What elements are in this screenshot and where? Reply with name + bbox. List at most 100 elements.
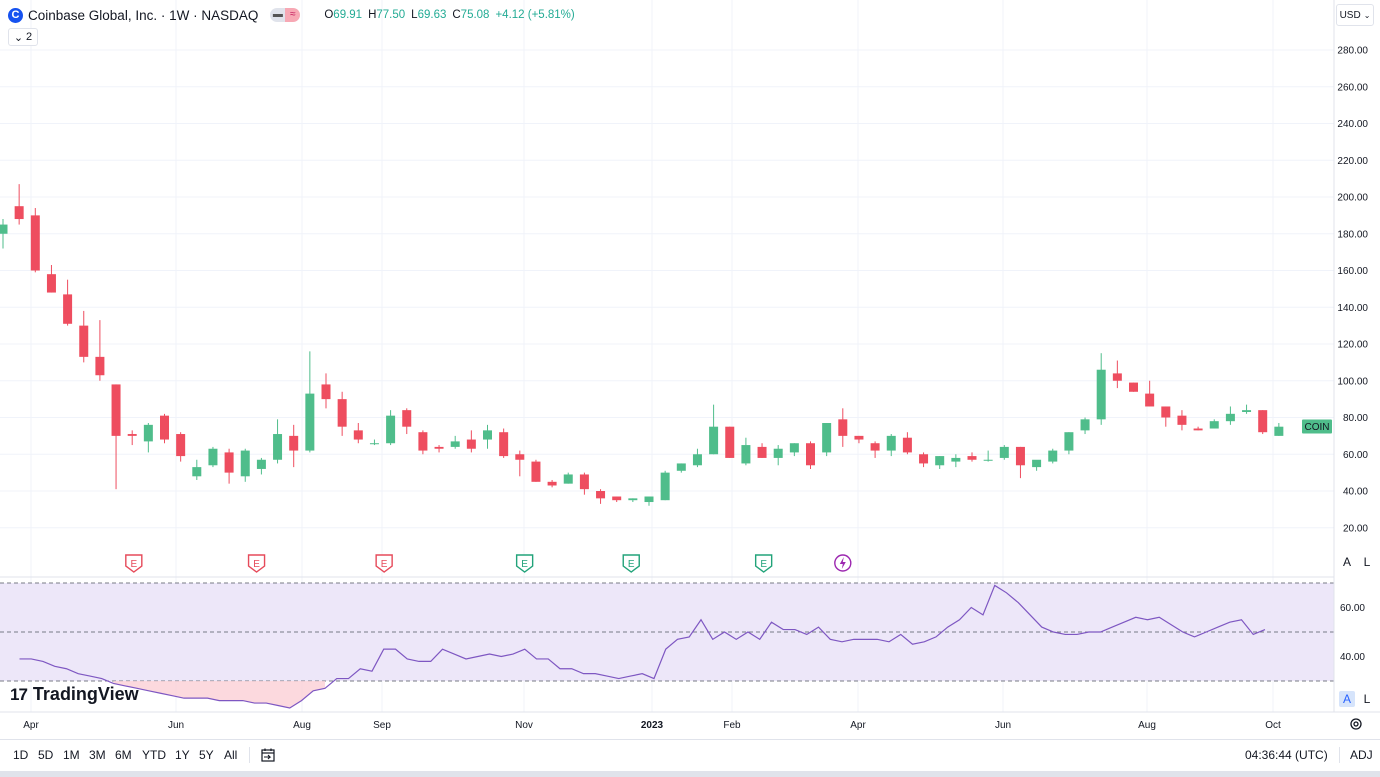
- candle-body: [1064, 432, 1074, 451]
- candle-body: [967, 456, 977, 460]
- candle-body: [1015, 446, 1025, 466]
- candle: [434, 445, 444, 453]
- wave-icon[interactable]: ≈: [285, 8, 301, 22]
- candle-body: [822, 423, 832, 453]
- candle-body: [483, 430, 492, 440]
- candle-body: [273, 434, 283, 460]
- tradingview-watermark[interactable]: 17 TradingView: [10, 684, 139, 705]
- watermark-text: TradingView: [32, 684, 139, 704]
- candle: [1096, 353, 1106, 425]
- time-tick-label: Apr: [850, 720, 866, 731]
- candle: [1145, 380, 1155, 407]
- candle: [256, 457, 266, 475]
- adjust-button[interactable]: ADJ: [1350, 748, 1373, 762]
- earnings-letter: E: [521, 559, 528, 570]
- candle: [1258, 410, 1268, 435]
- candle: [1193, 426, 1203, 431]
- candle: [1161, 406, 1171, 427]
- candle: [1080, 417, 1090, 435]
- candle-body: [1242, 410, 1252, 412]
- candle-body: [466, 439, 476, 449]
- range-button-ytd[interactable]: YTD: [142, 748, 166, 762]
- candle-body: [854, 435, 864, 440]
- candle-body: [1112, 373, 1122, 381]
- price-tick-label: 100.00: [1337, 376, 1368, 387]
- rsi-auto-scale-button[interactable]: A: [1339, 691, 1355, 707]
- range-button-1m[interactable]: 1M: [63, 748, 80, 762]
- price-tick-label: 200.00: [1337, 193, 1368, 204]
- price-tick-label: 40.00: [1343, 487, 1368, 498]
- log-scale-button[interactable]: L: [1363, 555, 1371, 569]
- time-tick-label: 2023: [641, 720, 664, 731]
- range-button-all[interactable]: All: [224, 748, 238, 762]
- high-value: 77.50: [376, 9, 406, 21]
- candle: [1015, 446, 1025, 479]
- candle-body: [919, 454, 929, 464]
- rsi-line: [19, 584, 1266, 709]
- candle: [983, 450, 993, 462]
- candle-body: [838, 419, 848, 436]
- candle: [160, 413, 169, 444]
- candle: [919, 452, 929, 468]
- candle-body: [628, 498, 638, 501]
- range-button-1d[interactable]: 1D: [13, 748, 29, 762]
- minus-icon[interactable]: ▬: [270, 8, 286, 22]
- candle-body: [612, 496, 622, 501]
- indicators-toggle-button[interactable]: ⌄ 2: [8, 28, 38, 46]
- candle-body: [30, 215, 40, 271]
- candle-body: [1145, 393, 1155, 407]
- high-label: H: [368, 9, 377, 21]
- candle: [1032, 459, 1042, 471]
- candle-body: [450, 441, 460, 447]
- earnings-letter: E: [130, 559, 137, 570]
- candle: [46, 264, 56, 293]
- candle-body: [902, 437, 912, 453]
- candle-body: [224, 452, 234, 473]
- time-tick-label: Oct: [1265, 720, 1281, 731]
- candle: [515, 450, 525, 477]
- rsi-oversold-fill: [113, 681, 325, 708]
- candle-body: [531, 461, 541, 482]
- symbol-title[interactable]: Coinbase Global, Inc. · 1W · NASDAQ: [28, 7, 259, 23]
- range-button-3m[interactable]: 3M: [89, 748, 106, 762]
- candle: [660, 470, 670, 501]
- event-badge: [375, 554, 393, 573]
- candle-body: [418, 432, 428, 451]
- candle-body: [386, 415, 396, 444]
- auto-scale-button[interactable]: A: [1342, 555, 1351, 569]
- candle: [386, 410, 396, 446]
- utc-clock[interactable]: 04:36:44 (UTC): [1245, 748, 1328, 762]
- gear-icon[interactable]: [1349, 717, 1363, 731]
- candle: [240, 448, 250, 482]
- currency-selector[interactable]: USD ⌄: [1336, 4, 1374, 26]
- event-badge: [622, 554, 640, 573]
- chart-canvas[interactable]: E E E E E E 20.00 40.00 60.00 80.00 100.00 120.00 1…: [0, 0, 1380, 739]
- calendar-goto-icon[interactable]: [260, 747, 276, 763]
- price-tick-label: 220.00: [1337, 156, 1368, 167]
- candle: [0, 219, 8, 249]
- candle-body: [951, 457, 961, 462]
- earnings-event-icon: E: [515, 554, 534, 573]
- candle-body: [46, 274, 56, 293]
- candle: [79, 310, 89, 363]
- candle-body: [95, 356, 105, 376]
- candle-body: [160, 415, 169, 440]
- range-button-5d[interactable]: 5D: [38, 748, 54, 762]
- candle: [886, 434, 896, 457]
- chart-type-pill[interactable]: ▬ ≈: [270, 8, 301, 22]
- candle-body: [563, 474, 573, 484]
- rsi-band: [0, 582, 1334, 682]
- range-button-5y[interactable]: 5Y: [199, 748, 214, 762]
- candle: [1129, 382, 1138, 392]
- candle-body: [741, 445, 751, 464]
- close-label: C: [452, 9, 461, 21]
- candle-body: [289, 435, 299, 451]
- candle: [1225, 406, 1235, 425]
- dividend-event-icon: [834, 554, 852, 572]
- candle-body: [1209, 421, 1219, 429]
- range-button-1y[interactable]: 1Y: [175, 748, 190, 762]
- range-button-6m[interactable]: 6M: [115, 748, 132, 762]
- rsi-log-scale-button[interactable]: L: [1363, 692, 1371, 706]
- time-tick-label: Aug: [293, 720, 311, 731]
